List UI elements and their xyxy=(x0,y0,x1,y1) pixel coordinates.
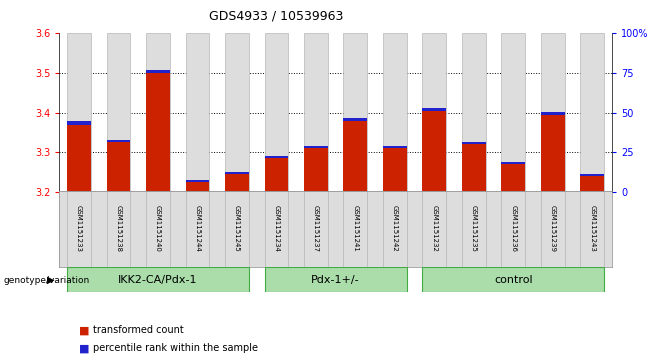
Bar xyxy=(383,146,407,148)
Text: GSM1151237: GSM1151237 xyxy=(313,205,319,252)
Bar xyxy=(580,33,604,192)
Text: GSM1151234: GSM1151234 xyxy=(273,205,280,252)
Bar xyxy=(580,191,604,267)
Text: control: control xyxy=(494,274,532,285)
Bar xyxy=(580,174,604,176)
Text: GSM1151241: GSM1151241 xyxy=(352,205,359,252)
Bar xyxy=(304,191,328,267)
Bar xyxy=(422,191,446,267)
Bar xyxy=(422,33,446,192)
Text: Pdx-1+/-: Pdx-1+/- xyxy=(311,274,360,285)
Bar xyxy=(383,191,407,267)
Text: transformed count: transformed count xyxy=(93,325,184,335)
Text: GSM1151244: GSM1151244 xyxy=(194,205,201,252)
Text: GSM1151236: GSM1151236 xyxy=(510,205,517,252)
Bar xyxy=(304,33,328,192)
Bar xyxy=(107,140,130,142)
Bar xyxy=(343,121,367,192)
Text: GSM1151242: GSM1151242 xyxy=(392,205,398,252)
Text: GSM1151238: GSM1151238 xyxy=(115,205,122,252)
Bar xyxy=(462,33,486,192)
Bar xyxy=(580,176,604,192)
Bar xyxy=(304,146,328,148)
Bar xyxy=(146,70,170,73)
Bar xyxy=(501,33,525,192)
Bar xyxy=(146,73,170,192)
Bar xyxy=(107,33,130,192)
Bar xyxy=(541,112,565,115)
Text: genotype/variation: genotype/variation xyxy=(3,276,89,285)
Bar xyxy=(383,148,407,192)
Bar xyxy=(146,33,170,192)
Bar xyxy=(265,191,288,267)
Bar xyxy=(146,191,170,267)
Bar xyxy=(67,191,91,267)
Bar xyxy=(107,143,130,192)
Text: GSM1151240: GSM1151240 xyxy=(155,205,161,252)
Text: GSM1151243: GSM1151243 xyxy=(589,205,595,252)
Bar xyxy=(186,183,209,192)
Bar xyxy=(422,267,604,292)
Text: GSM1151245: GSM1151245 xyxy=(234,205,240,252)
Bar xyxy=(541,33,565,192)
Bar xyxy=(304,148,328,192)
Bar xyxy=(265,156,288,158)
Bar xyxy=(383,33,407,192)
Text: GSM1151233: GSM1151233 xyxy=(76,205,82,252)
Bar xyxy=(107,191,130,267)
Bar xyxy=(225,172,249,175)
Bar xyxy=(225,191,249,267)
Bar xyxy=(422,108,446,111)
Text: GSM1151235: GSM1151235 xyxy=(470,205,477,252)
Text: ▶: ▶ xyxy=(47,275,55,285)
Bar xyxy=(462,191,486,267)
Text: GDS4933 / 10539963: GDS4933 / 10539963 xyxy=(209,9,343,22)
Bar xyxy=(541,115,565,192)
Bar xyxy=(67,125,91,192)
Bar xyxy=(343,191,367,267)
Bar xyxy=(422,111,446,192)
Text: percentile rank within the sample: percentile rank within the sample xyxy=(93,343,259,354)
Text: IKK2-CA/Pdx-1: IKK2-CA/Pdx-1 xyxy=(118,274,197,285)
Bar xyxy=(343,33,367,192)
Bar xyxy=(67,121,91,125)
Bar xyxy=(225,175,249,192)
Bar xyxy=(541,191,565,267)
Bar xyxy=(67,33,91,192)
Text: GSM1151232: GSM1151232 xyxy=(431,205,438,252)
Bar xyxy=(265,33,288,192)
Bar xyxy=(186,180,209,183)
Text: GSM1151239: GSM1151239 xyxy=(549,205,556,252)
Bar xyxy=(67,267,249,292)
Bar xyxy=(186,33,209,192)
Bar xyxy=(225,33,249,192)
Bar xyxy=(265,159,288,192)
Bar xyxy=(462,144,486,192)
Bar xyxy=(186,191,209,267)
Bar xyxy=(501,162,525,164)
Bar xyxy=(501,191,525,267)
Text: ■: ■ xyxy=(79,325,89,335)
Bar xyxy=(462,142,486,144)
Text: ■: ■ xyxy=(79,343,89,354)
Bar xyxy=(343,118,367,121)
Bar xyxy=(265,267,407,292)
Bar xyxy=(501,164,525,192)
